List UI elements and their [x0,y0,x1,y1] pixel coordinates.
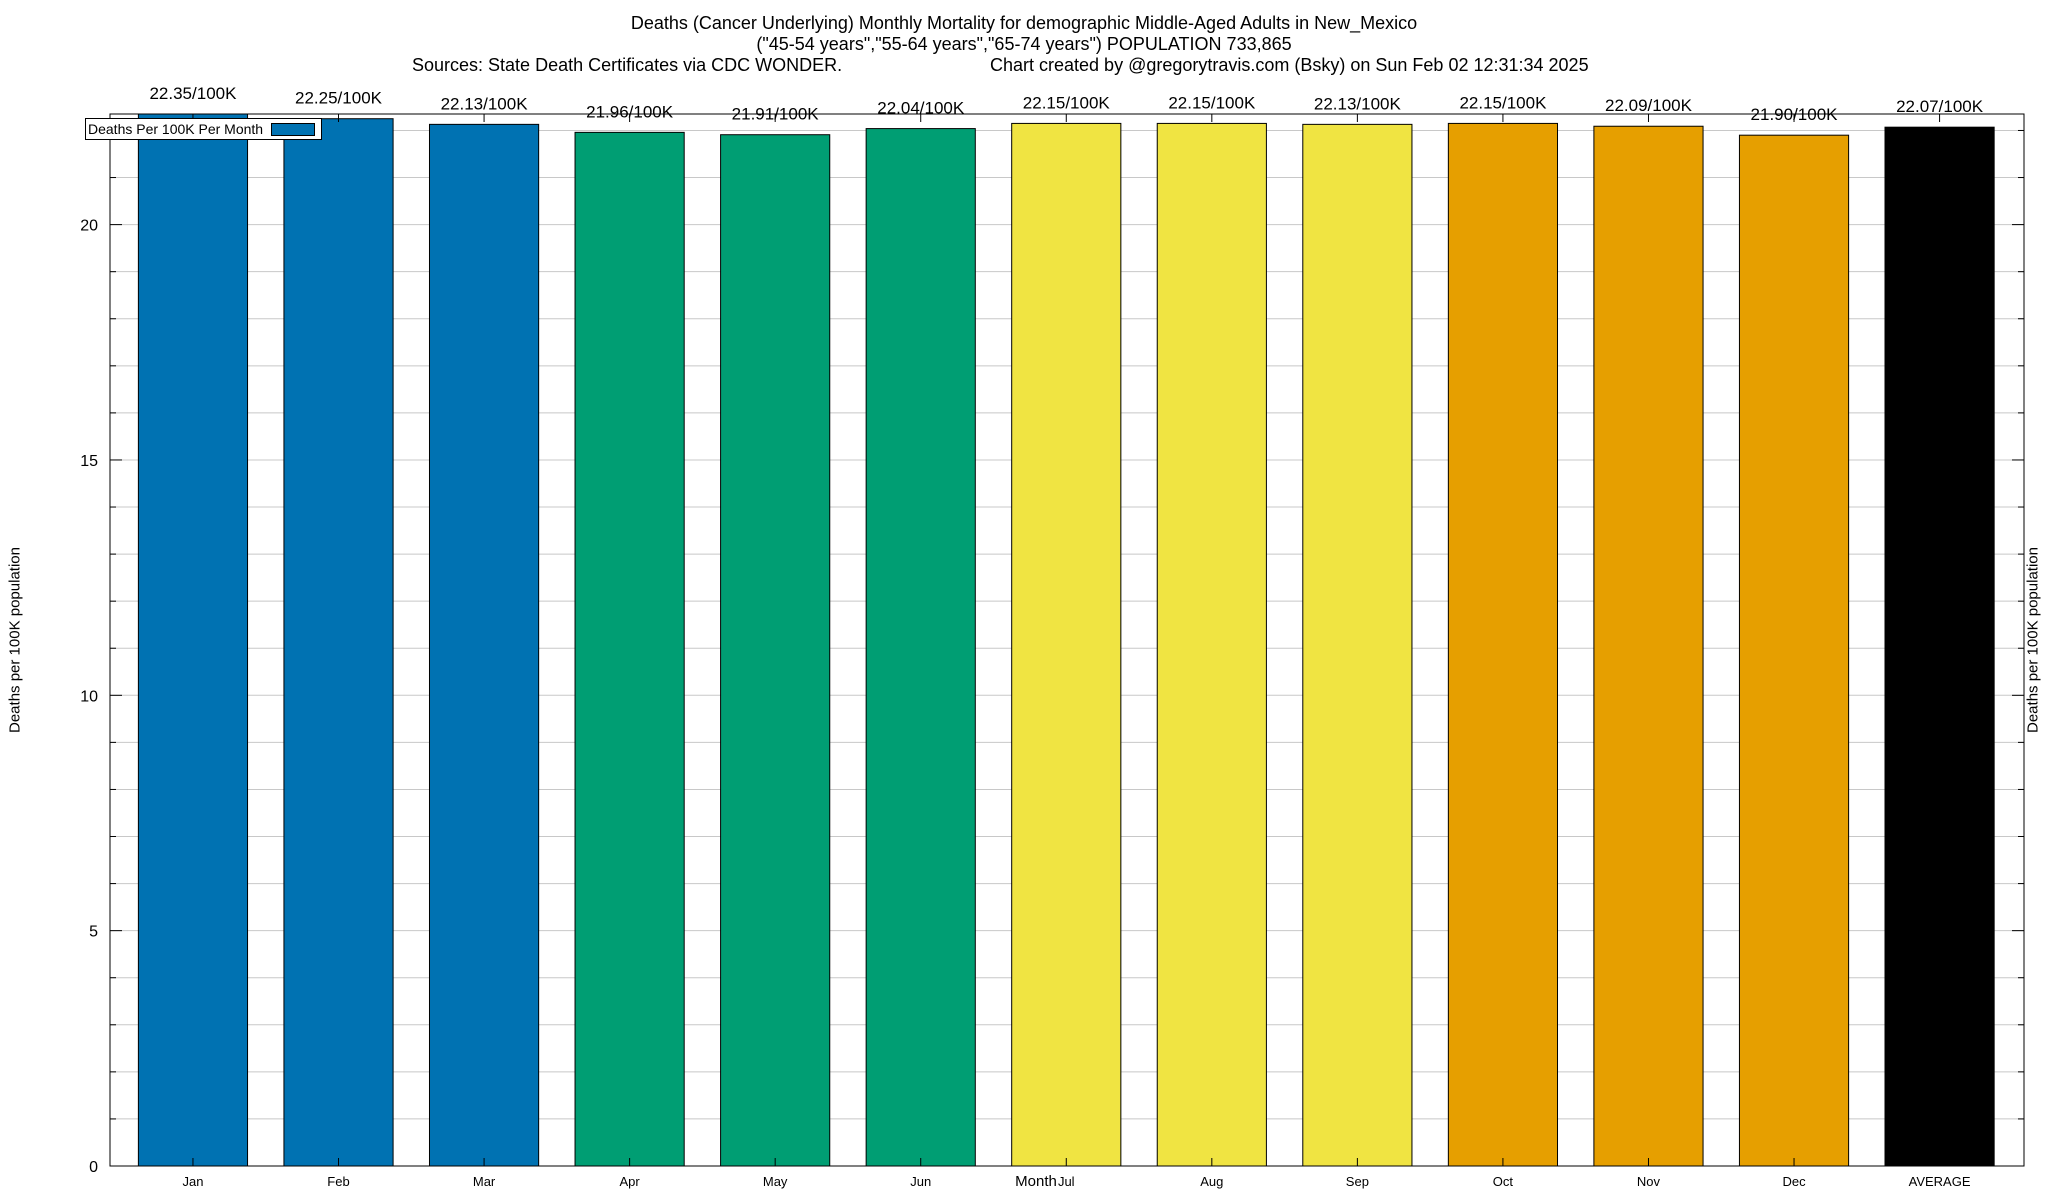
bar-jan [137,113,249,1167]
legend-label: Deaths Per 100K Per Month [88,121,264,137]
x-tick-label: Apr [620,1174,641,1189]
y-axis-label: Deaths per 100K population [6,547,24,733]
axis-ticks: 0 5 10 15 20 Jan Feb Mar Apr May Jun Jul Aug Sep Oct No… [80,114,2024,1189]
bar-oct [1447,122,1559,1167]
x-tick-label: Oct [1493,1174,1514,1189]
bar-average [1884,126,1995,1167]
legend: Deaths Per 100K Per Month [85,118,323,140]
x-tick-label: AVERAGE [1909,1174,1971,1189]
data-label: 22.04/100K [877,99,965,118]
chart-credit: Chart created by @gregorytravis.com (Bsk… [990,55,1589,75]
x-tick-label: Dec [1782,1174,1806,1189]
bar-mar [428,123,540,1167]
bar-may [720,134,831,1167]
chart-subtitle: ("45-54 years","55-64 years","65-74 year… [756,34,1292,54]
x-tick-label: Nov [1637,1174,1661,1189]
bar-apr [574,131,685,1167]
bar-aug [1156,122,1267,1167]
x-tick-label: Jan [182,1174,203,1189]
y-axis-label-right: Deaths per 100K population [2024,547,2042,733]
data-label: 22.07/100K [1896,97,1984,116]
data-label: 22.15/100K [1459,93,1547,112]
bar-nov [1593,125,1704,1167]
bar-dec [1738,134,1850,1167]
data-label: 21.96/100K [586,102,674,121]
x-axis-label: Month [1015,1173,1057,1190]
x-tick-label: Feb [327,1174,349,1189]
y-tick-label: 10 [80,688,98,705]
data-label: 22.09/100K [1605,96,1693,115]
data-label: 22.15/100K [1168,93,1256,112]
x-tick-label: Sep [1346,1174,1369,1189]
bars [137,113,1995,1167]
data-label: 22.15/100K [1023,93,1111,112]
data-label: 22.13/100K [1314,94,1402,113]
plot-frame [109,113,2025,1167]
y-tick-label: 5 [89,924,98,941]
legend-swatch [271,122,316,136]
x-tick-label: May [763,1174,788,1189]
bar-feb [283,118,394,1167]
bar-jul [1011,122,1122,1167]
x-tick-label: Mar [473,1174,496,1189]
data-label: 22.25/100K [295,89,383,108]
y-tick-label: 15 [80,453,98,470]
y-tick-label: 20 [80,218,98,235]
chart-title: Deaths (Cancer Underlying) Monthly Morta… [630,13,1418,33]
data-label: 22.35/100K [149,84,237,103]
x-tick-label: Aug [1200,1174,1223,1189]
chart-sources: Sources: State Death Certificates via CD… [412,55,843,75]
data-label: 22.13/100K [441,94,529,113]
x-tick-label: Jul [1058,1174,1075,1189]
bar-jun [865,128,976,1167]
bar-sep [1302,123,1413,1167]
x-tick-label: Jun [910,1174,931,1189]
y-tick-label: 0 [89,1159,98,1176]
